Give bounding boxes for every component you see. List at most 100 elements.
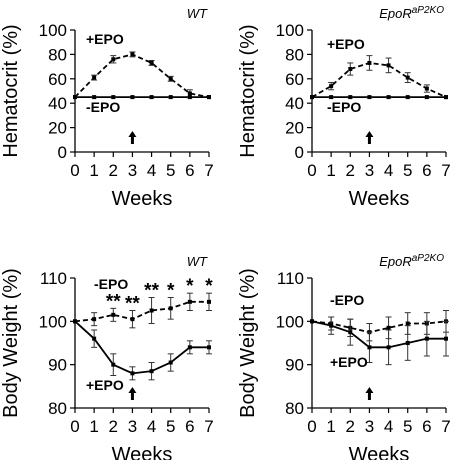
series-label: -EPO xyxy=(86,99,120,115)
data-point xyxy=(111,95,116,100)
data-point xyxy=(149,369,154,374)
data-point xyxy=(424,336,429,341)
data-point xyxy=(168,360,173,365)
data-point xyxy=(405,95,410,100)
series-label: -EPO xyxy=(330,292,364,308)
data-point xyxy=(187,95,192,100)
y-axis-label: Hematocrit (%) xyxy=(0,24,22,157)
panel-label-superscript: aP2KO xyxy=(412,253,444,264)
series-line xyxy=(311,320,446,349)
data-point xyxy=(424,86,429,91)
data-point xyxy=(329,95,334,100)
y-axis-label: Body Weight (%) xyxy=(0,268,22,418)
x-tick-label: 6 xyxy=(185,417,194,436)
y-tick-label: 40 xyxy=(48,94,67,113)
x-axis-label: Weeks xyxy=(349,444,410,460)
significance-marker: * xyxy=(167,281,175,302)
y-tick-label: 60 xyxy=(285,70,304,89)
x-tick-label: 4 xyxy=(147,417,156,436)
x-tick-label: 4 xyxy=(384,417,393,436)
y-tick-label: 60 xyxy=(48,70,67,89)
y-tick-label: 90 xyxy=(48,356,67,375)
significance-marker: * xyxy=(205,276,213,297)
y-tick-label: 110 xyxy=(277,269,304,288)
data-point xyxy=(386,95,391,100)
x-tick-label: 4 xyxy=(147,161,156,180)
data-point xyxy=(92,336,97,341)
data-point xyxy=(130,52,135,57)
series-line xyxy=(74,53,210,98)
data-point xyxy=(111,57,116,62)
y-tick-label: 80 xyxy=(285,399,304,418)
y-axis-label: Hematocrit (%) xyxy=(237,24,259,157)
data-point xyxy=(187,299,192,304)
data-point xyxy=(329,84,334,89)
data-point xyxy=(92,75,97,80)
series-label: -EPO xyxy=(94,276,128,292)
y-tick-label: 110 xyxy=(40,269,67,288)
x-axis-label: Weeks xyxy=(349,188,410,210)
series-label: -EPO xyxy=(327,99,361,115)
significance-marker: * xyxy=(186,276,194,297)
x-tick-label: 7 xyxy=(441,417,450,436)
x-tick-label: 5 xyxy=(403,417,412,436)
data-point xyxy=(348,95,353,100)
x-tick-label: 7 xyxy=(204,161,213,180)
x-tick-label: 5 xyxy=(403,161,412,180)
x-tick-label: 3 xyxy=(365,417,374,436)
x-tick-label: 6 xyxy=(422,417,431,436)
data-point xyxy=(405,341,410,345)
y-tick-label: 100 xyxy=(39,21,67,40)
data-point xyxy=(310,319,314,324)
x-tick-label: 5 xyxy=(166,161,175,180)
data-point xyxy=(130,317,135,322)
data-point xyxy=(92,317,97,322)
series-line xyxy=(311,62,447,98)
panel-label-superscript: aP2KO xyxy=(412,5,444,16)
data-point xyxy=(130,371,135,376)
panel-label: WT xyxy=(187,6,208,21)
x-tick-label: 0 xyxy=(307,161,316,180)
data-point xyxy=(149,60,154,65)
x-tick-label: 1 xyxy=(89,161,98,180)
data-point xyxy=(424,95,429,100)
x-tick-label: 3 xyxy=(128,161,137,180)
data-point xyxy=(207,299,211,304)
y-tick-label: 90 xyxy=(285,356,304,375)
data-point xyxy=(329,323,334,328)
x-tick-label: 6 xyxy=(185,161,194,180)
series-label: +EPO xyxy=(330,354,368,370)
y-tick-label: 40 xyxy=(285,94,304,113)
x-tick-label: 0 xyxy=(70,417,79,436)
data-point xyxy=(386,325,391,330)
series-label: +EPO xyxy=(327,36,365,52)
data-point xyxy=(310,95,314,100)
y-tick-label: 100 xyxy=(39,312,67,331)
y-tick-label: 80 xyxy=(48,45,67,64)
series-label: +EPO xyxy=(86,377,124,393)
data-point xyxy=(111,312,116,317)
data-point xyxy=(444,336,448,341)
y-tick-label: 0 xyxy=(58,143,67,162)
x-tick-label: 3 xyxy=(128,417,137,436)
x-tick-label: 7 xyxy=(204,417,213,436)
significance-marker: ** xyxy=(144,281,159,302)
data-point xyxy=(130,95,135,100)
x-tick-label: 2 xyxy=(109,161,118,180)
y-tick-label: 100 xyxy=(276,312,304,331)
series-label: +EPO xyxy=(86,31,124,47)
data-point xyxy=(386,63,391,68)
panel-label-text: EpoR xyxy=(379,6,412,21)
x-tick-label: 2 xyxy=(346,161,355,180)
x-tick-label: 7 xyxy=(441,161,450,180)
x-tick-label: 1 xyxy=(89,417,98,436)
data-point xyxy=(405,321,410,326)
x-axis-label: Weeks xyxy=(112,444,173,460)
significance-marker: ** xyxy=(125,294,140,315)
arrow-up-icon xyxy=(128,131,137,137)
data-point xyxy=(207,95,211,100)
x-tick-label: 4 xyxy=(384,161,393,180)
data-point xyxy=(73,95,77,100)
x-tick-label: 3 xyxy=(365,161,374,180)
